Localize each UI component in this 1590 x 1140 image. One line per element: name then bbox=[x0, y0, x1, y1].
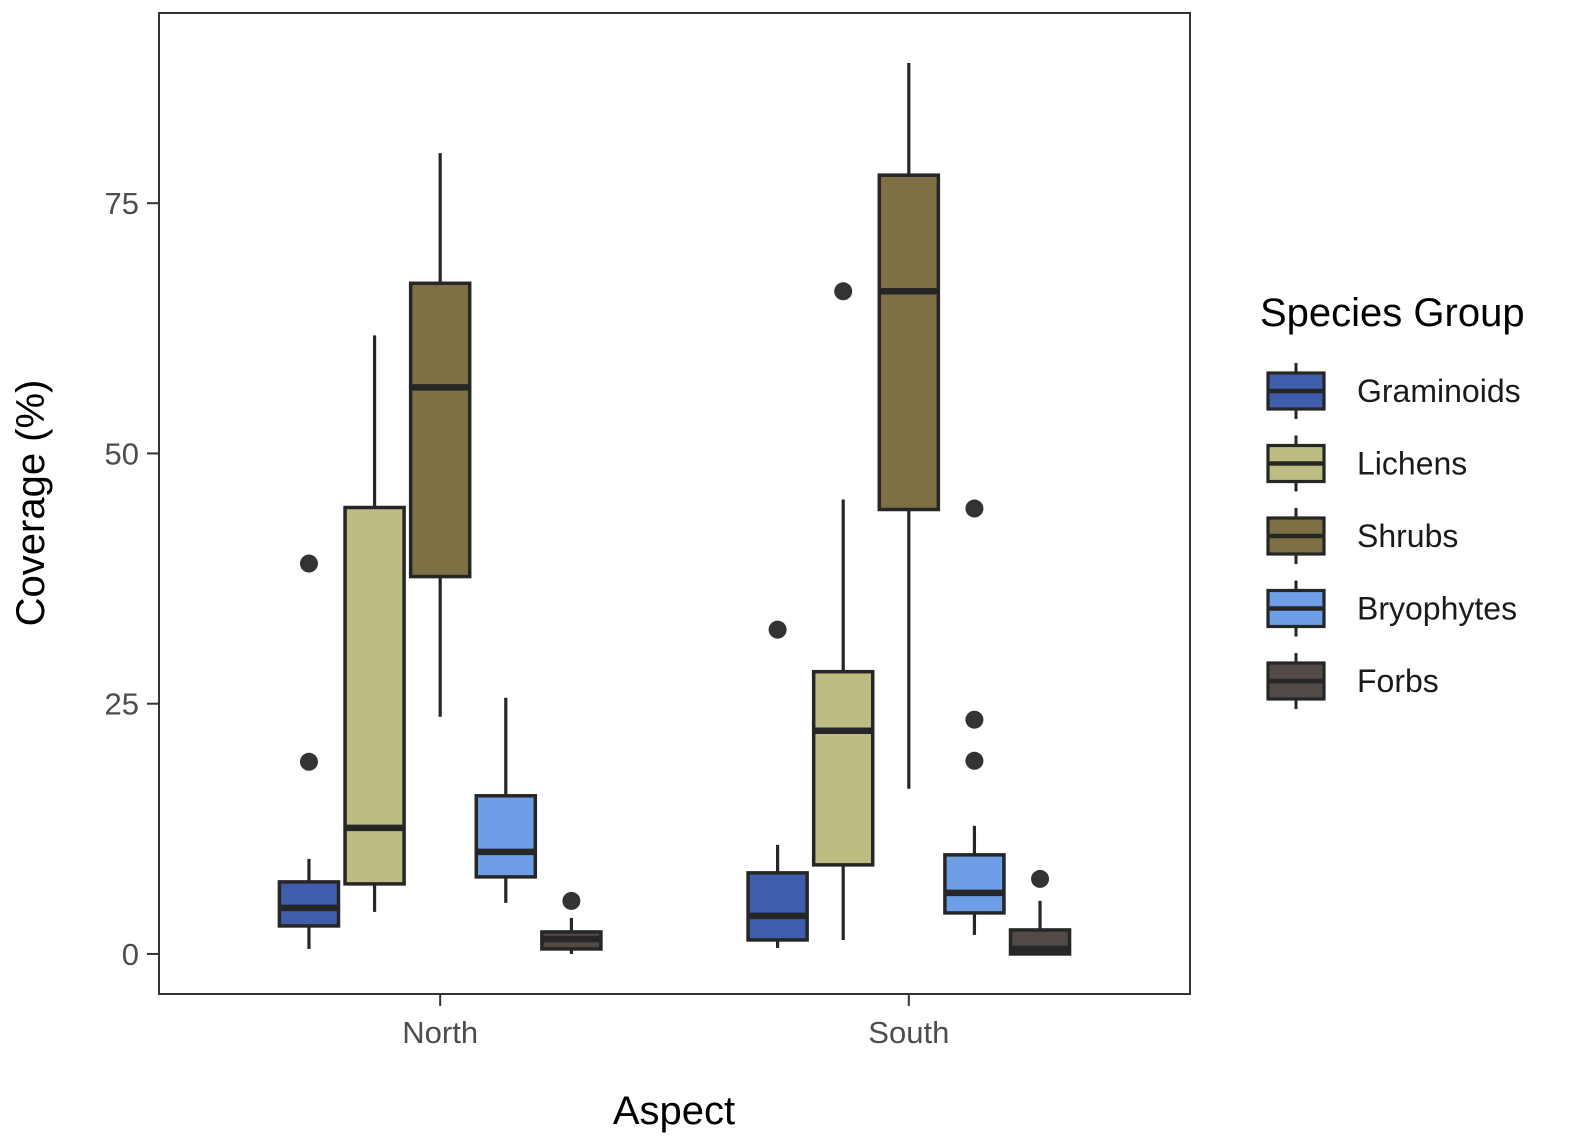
outlier-point bbox=[768, 620, 787, 639]
legend-title: Species Group bbox=[1260, 291, 1525, 335]
box-iqr bbox=[408, 281, 472, 579]
y-tick-label: 50 bbox=[105, 436, 139, 471]
outlier-point bbox=[834, 282, 853, 301]
outlier-point bbox=[299, 752, 318, 771]
outlier-point bbox=[299, 554, 318, 573]
outlier-point bbox=[562, 891, 581, 910]
plot-panel-border bbox=[158, 12, 1191, 995]
legend-item-shrubs: Shrubs bbox=[1266, 508, 1458, 564]
box-iqr bbox=[277, 880, 341, 928]
box-shrubs-north bbox=[408, 153, 472, 717]
x-axis: North South bbox=[402, 994, 949, 1050]
legend-item-bryophytes: Bryophytes bbox=[1266, 580, 1517, 637]
box-shrubs-south bbox=[877, 63, 941, 789]
legend-item-lichens: Lichens bbox=[1266, 435, 1467, 492]
y-tick-label: 75 bbox=[105, 186, 139, 221]
box-lichens-south bbox=[811, 282, 875, 940]
box-iqr bbox=[877, 173, 941, 512]
box-graminoids-north bbox=[277, 554, 341, 949]
box-bryophytes-north bbox=[474, 697, 538, 903]
box-lichens-north bbox=[343, 335, 406, 912]
outlier-point bbox=[1031, 869, 1050, 888]
box-iqr bbox=[811, 669, 875, 867]
outlier-point bbox=[965, 751, 984, 770]
legend-label: Lichens bbox=[1357, 446, 1467, 482]
y-axis: 0 25 50 75 bbox=[105, 186, 159, 972]
legend-label: Graminoids bbox=[1357, 373, 1521, 409]
plot-marks bbox=[277, 63, 1072, 956]
box-iqr bbox=[343, 505, 406, 886]
x-tick-label: North bbox=[402, 1015, 478, 1050]
y-axis-title: Coverage (%) bbox=[9, 380, 53, 627]
outlier-point bbox=[965, 710, 984, 729]
box-forbs-north bbox=[540, 891, 603, 954]
legend-label: Shrubs bbox=[1357, 518, 1458, 554]
legend-item-forbs: Forbs bbox=[1266, 653, 1439, 709]
x-tick-label: South bbox=[868, 1015, 949, 1050]
box-bryophytes-south bbox=[943, 499, 1006, 935]
outlier-point bbox=[965, 499, 984, 518]
box-iqr bbox=[746, 871, 809, 942]
y-tick-label: 25 bbox=[105, 687, 139, 722]
box-graminoids-south bbox=[746, 620, 809, 948]
box-forbs-south bbox=[1008, 869, 1072, 956]
box-iqr bbox=[943, 853, 1006, 915]
x-axis-title: Aspect bbox=[613, 1089, 735, 1133]
box-iqr bbox=[474, 794, 538, 879]
legend-label: Forbs bbox=[1357, 663, 1439, 699]
legend-label: Bryophytes bbox=[1357, 591, 1517, 627]
y-tick-label: 0 bbox=[122, 937, 139, 972]
legend: Species Group Graminoids Lichens Shrubs Bry… bbox=[1260, 291, 1525, 709]
legend-item-graminoids: Graminoids bbox=[1266, 363, 1521, 419]
